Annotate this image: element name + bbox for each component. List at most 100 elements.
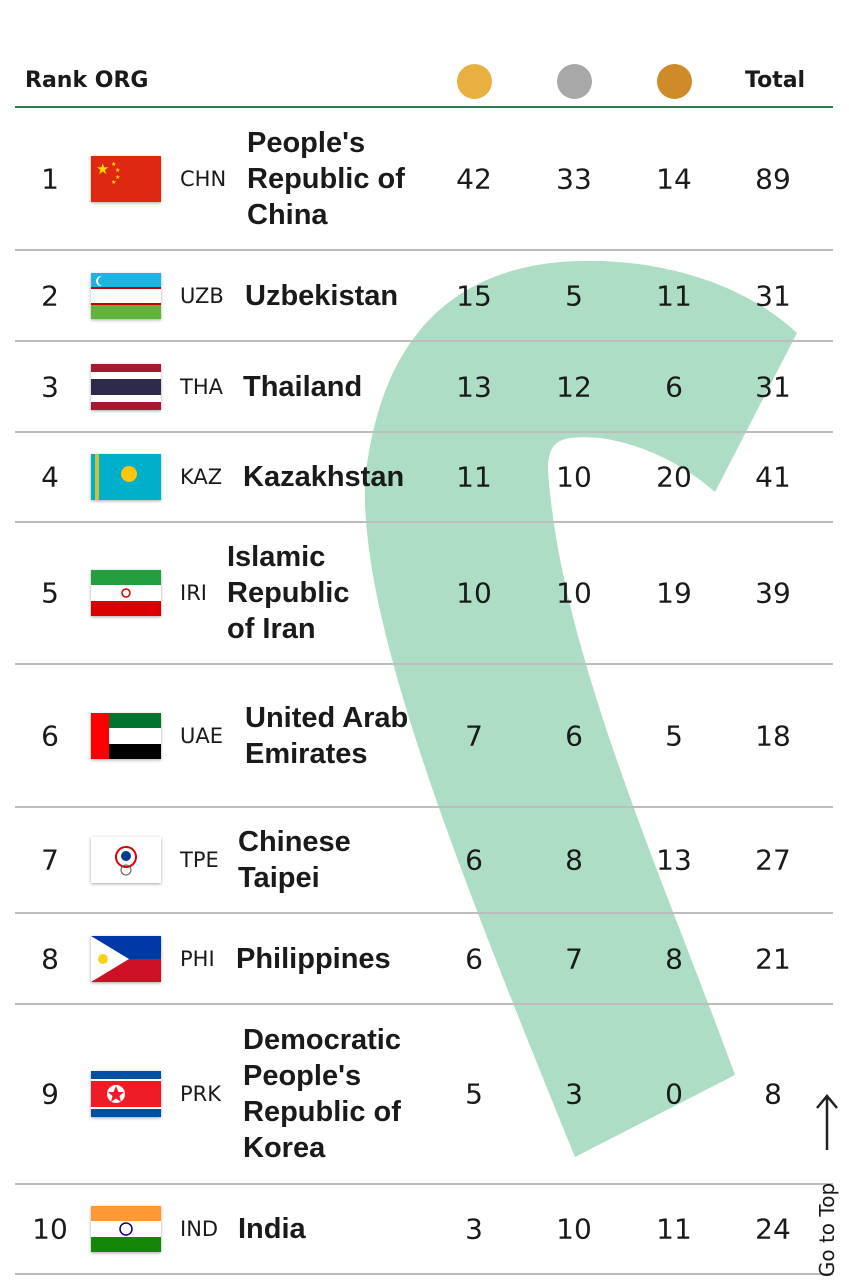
country-name[interactable]: India [238, 1213, 306, 1245]
country-name[interactable]: United Arab Emirates [245, 701, 409, 770]
total-count: 31 [755, 370, 791, 403]
svg-text:★: ★ [96, 160, 109, 178]
rank-org-header: Rank ORG [25, 68, 149, 93]
country-name[interactable]: Islamic Republic of Iran [227, 541, 350, 645]
country-code: IND [180, 1217, 219, 1241]
rank: 2 [41, 279, 59, 312]
silver-count: 6 [565, 719, 583, 752]
bronze-count: 20 [656, 460, 692, 494]
total-count: 27 [755, 843, 791, 877]
country-code: UAE [180, 723, 224, 748]
gold-count: 11 [456, 460, 492, 494]
gold-count: 6 [465, 843, 483, 877]
total-count: 31 [755, 279, 791, 312]
silver-count: 33 [556, 162, 592, 195]
silver-count: 10 [556, 576, 592, 610]
table-row[interactable]: 5 IRI Islamic Republic of Iran 10 10 19 … [15, 523, 833, 665]
bronze-count: 13 [656, 843, 692, 877]
country-code: PRK [180, 1082, 222, 1106]
table-row[interactable]: 6 UAE United Arab Emirates 7 6 5 18 [15, 665, 833, 808]
country-code: UZB [180, 283, 224, 308]
rank: 7 [41, 843, 59, 877]
gold-medal-icon [457, 64, 492, 99]
gold-count: 13 [456, 370, 492, 403]
bronze-count: 11 [656, 279, 692, 312]
total-count: 39 [755, 576, 791, 610]
gold-count: 15 [456, 279, 492, 312]
flag-chn-icon: ★ ★★★★ [91, 155, 161, 202]
silver-count: 12 [556, 370, 592, 403]
bronze-count: 5 [665, 719, 683, 752]
table-row[interactable]: 7 TPE Chinese Taipei 6 8 13 27 [15, 808, 833, 914]
svg-text:★: ★ [111, 161, 116, 168]
gold-count: 7 [465, 719, 483, 752]
country-name[interactable]: Democratic People's Republic of Korea [243, 1024, 401, 1164]
table-row[interactable]: 9 PRK Democratic People's Republic of Ko… [15, 1005, 833, 1185]
gold-count: 5 [465, 1077, 483, 1111]
gold-count: 10 [456, 576, 492, 610]
go-to-top-label: Go to Top [815, 1182, 839, 1278]
silver-count: 3 [565, 1077, 583, 1111]
flag-tpe-icon [91, 837, 161, 883]
country-name[interactable]: Chinese Taipei [238, 826, 351, 894]
flag-iri-icon [91, 570, 161, 616]
flag-prk-icon [91, 1071, 161, 1117]
country-code: PHI [180, 946, 215, 971]
table-row[interactable]: 4 KAZ Kazakhstan 11 10 20 41 [15, 433, 833, 523]
flag-kaz-icon [91, 454, 161, 500]
rank: 9 [41, 1077, 59, 1111]
rank: 4 [41, 460, 59, 494]
total-count: 21 [755, 942, 791, 975]
gold-count: 3 [465, 1212, 483, 1246]
country-code: CHN [180, 166, 227, 191]
silver-medal-icon [557, 64, 592, 99]
country-code: THA [180, 374, 223, 399]
silver-count: 10 [556, 460, 592, 494]
bronze-medal-icon [657, 64, 692, 99]
table-row[interactable]: 8 PHI Philippines 6 7 8 21 [15, 914, 833, 1005]
table-row[interactable]: 1 ★ ★ ★ ★ ★ CHN People's Republic of China 4… [15, 108, 833, 251]
bronze-count: 0 [665, 1077, 683, 1111]
total-count: 89 [755, 162, 791, 195]
rank: 8 [41, 942, 59, 975]
go-to-top-button[interactable]: Go to Top [810, 1090, 844, 1280]
silver-count: 8 [565, 843, 583, 877]
header-divider [15, 106, 833, 108]
rank: 5 [41, 576, 59, 610]
total-count: 41 [755, 460, 791, 494]
flag-uae-icon [91, 712, 161, 759]
bronze-count: 19 [656, 576, 692, 610]
total-count: 24 [755, 1212, 791, 1246]
flag-uzb-icon [91, 272, 161, 319]
svg-text:★: ★ [115, 174, 120, 181]
table-row[interactable]: 10 IND India 3 10 11 24 [15, 1185, 833, 1275]
rank: 1 [41, 162, 59, 195]
rank: 10 [32, 1212, 68, 1246]
country-name[interactable]: Uzbekistan [245, 279, 399, 312]
total-count: 18 [755, 719, 791, 752]
country-code: KAZ [180, 465, 223, 489]
country-code: TPE [180, 848, 219, 872]
total-count: 8 [764, 1077, 782, 1111]
bronze-count: 14 [656, 162, 692, 195]
country-name[interactable]: People's Republic of China [247, 126, 405, 231]
table-row[interactable]: 3 THA Thailand 13 12 6 31 [15, 342, 833, 433]
silver-count: 10 [556, 1212, 592, 1246]
total-header: Total [745, 68, 806, 93]
flag-ind-icon [91, 1206, 161, 1252]
country-code: IRI [180, 581, 207, 605]
table-header: Rank ORG Total [0, 60, 849, 106]
arrow-up-icon [816, 1094, 838, 1150]
rank: 6 [41, 719, 59, 752]
table-row[interactable]: 2 UZB Uzbekistan 15 5 11 31 [15, 251, 833, 342]
country-name[interactable]: Kazakhstan [243, 461, 405, 493]
silver-count: 7 [565, 942, 583, 975]
country-name[interactable]: Thailand [243, 370, 363, 403]
country-name[interactable]: Philippines [236, 942, 391, 975]
rank: 3 [41, 370, 59, 403]
svg-text:★: ★ [111, 179, 116, 186]
flag-phi-icon [91, 935, 161, 982]
silver-count: 5 [565, 279, 583, 312]
gold-count: 42 [456, 162, 492, 195]
